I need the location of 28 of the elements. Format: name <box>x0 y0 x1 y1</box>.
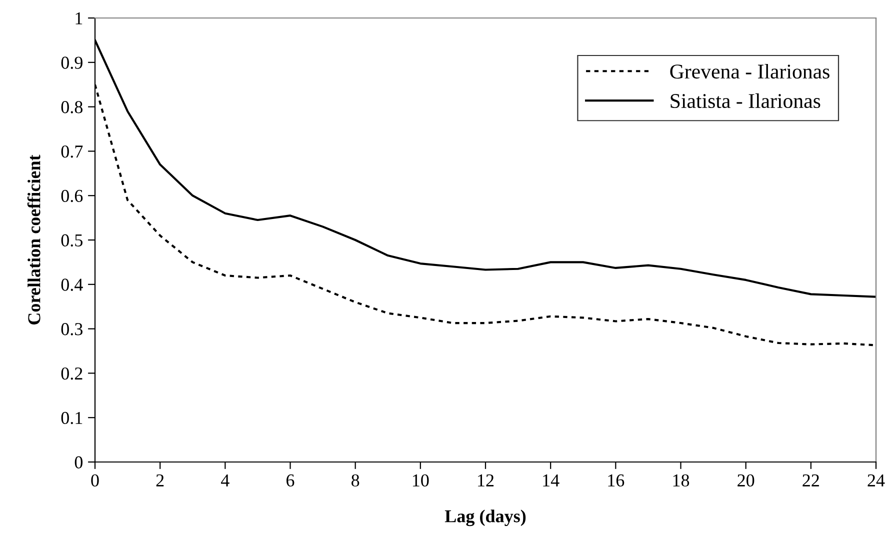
legend-label: Siatista - Ilarionas <box>670 93 820 108</box>
x-tick-label: 18 <box>673 474 690 487</box>
y-tick-label: 0.7 <box>61 145 83 158</box>
x-tick-label: 0 <box>91 474 99 487</box>
x-tick-label: 16 <box>608 474 624 487</box>
x-tick-label: 8 <box>352 474 360 487</box>
y-tick-label: 0.4 <box>61 278 83 291</box>
legend-label: Grevena - Ilarionas <box>670 64 830 79</box>
x-tick-label: 22 <box>802 474 819 486</box>
x-tick-label: 10 <box>412 474 429 487</box>
x-tick-label: 2 <box>156 474 164 486</box>
y-tick-label: 1 <box>76 12 82 24</box>
y-tick-label: 0 <box>74 456 83 468</box>
y-tick-label: 0.8 <box>61 101 83 114</box>
x-tick-label: 6 <box>286 474 294 487</box>
x-tick-label: 4 <box>221 474 230 486</box>
y-tick-label: 0.2 <box>61 367 82 380</box>
y-axis-title: Corellation coefficient <box>27 154 40 324</box>
x-tick-label: 24 <box>868 474 885 486</box>
y-tick-label: 0.9 <box>61 56 82 69</box>
x-tick-label: 14 <box>543 474 560 486</box>
x-tick-label: 12 <box>478 474 494 486</box>
y-tick-label: 0.1 <box>61 412 82 424</box>
x-tick-label: 20 <box>738 474 754 487</box>
x-axis-title: Lag (days) <box>444 510 526 526</box>
y-tick-label: 0.3 <box>61 323 82 336</box>
y-tick-label: 0.6 <box>61 190 83 202</box>
y-tick-label: 0.5 <box>61 234 82 247</box>
